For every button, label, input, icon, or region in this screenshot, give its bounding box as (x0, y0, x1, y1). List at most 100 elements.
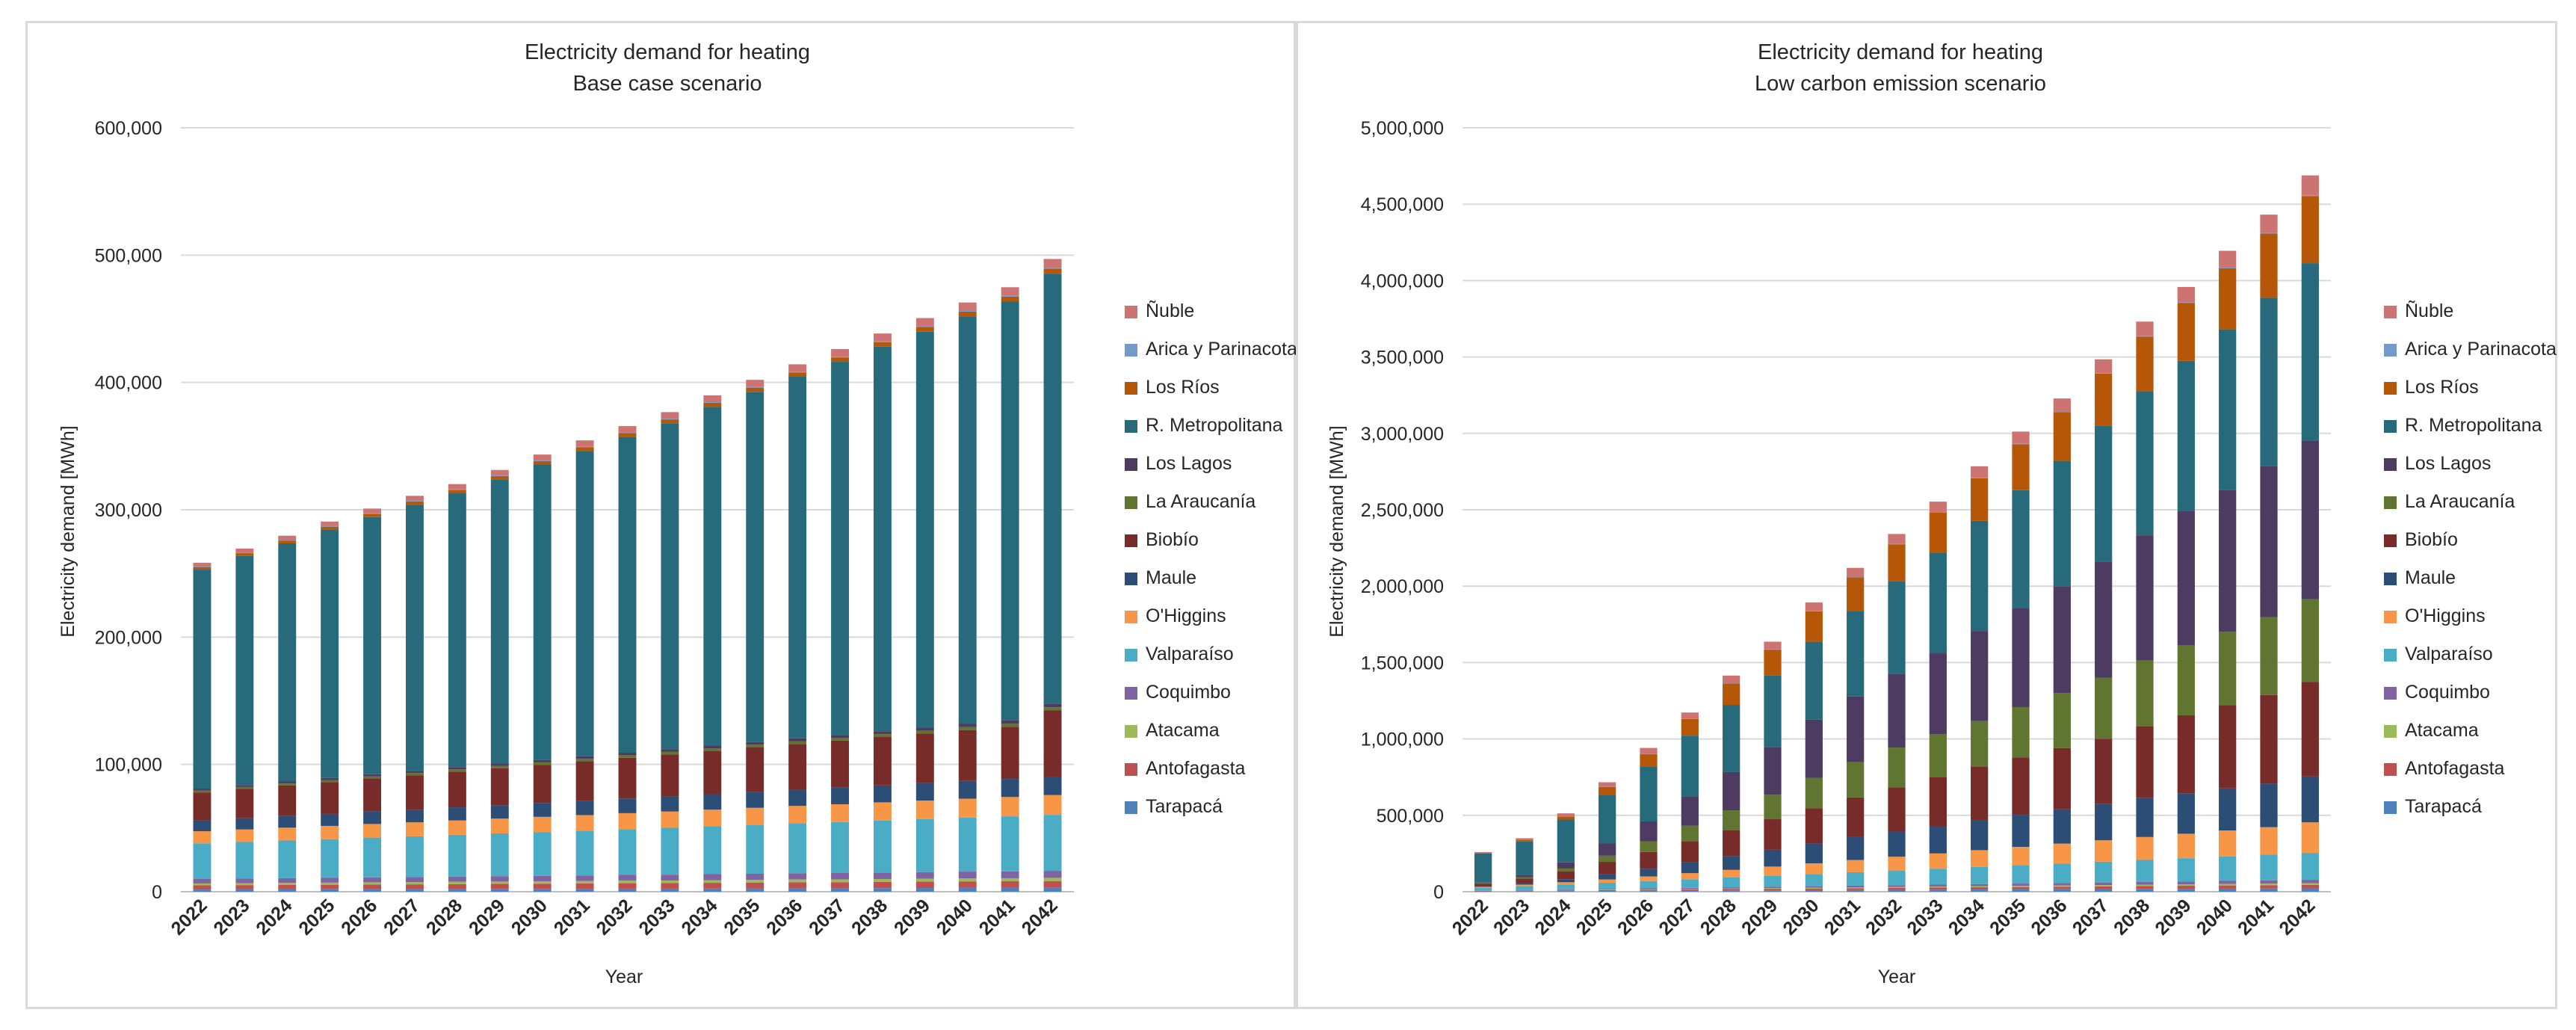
bar-segment (363, 514, 382, 517)
bar-segment (2053, 809, 2071, 844)
bar-segment (618, 888, 637, 892)
bar-segment (193, 789, 211, 791)
x-axis-title: Year (1878, 966, 1916, 987)
bar-segment (2095, 889, 2113, 892)
bar-segment (661, 888, 679, 892)
bar-segment (235, 552, 254, 554)
bar-segment (2260, 854, 2278, 881)
bar-segment (1764, 889, 1782, 891)
legend-swatch (1125, 344, 1137, 357)
bar-segment (490, 883, 509, 889)
bar-segment (321, 878, 339, 883)
bar-segment (2219, 883, 2237, 886)
bar-segment (1764, 888, 1782, 889)
bar-segment (1043, 268, 1062, 274)
chart-low-carbon: Electricity demand for heating Low carbo… (1326, 40, 2557, 987)
bar-segment (1557, 891, 1575, 892)
bar-segment (2219, 885, 2237, 889)
bar-segment (1929, 502, 1947, 513)
bar-segment (1764, 747, 1782, 795)
bar-segment (1681, 879, 1699, 888)
bar-segment (2301, 776, 2319, 823)
x-tick-label: 2034 (677, 895, 721, 939)
y-axis-title: Electricity demand [MWh] (1326, 425, 1347, 637)
bar-segment (363, 889, 382, 892)
bar-segment (958, 887, 977, 892)
legend-swatch (2384, 763, 2397, 776)
bar-segment (915, 326, 934, 327)
bar-segment (2260, 880, 2278, 884)
bar-segment (1681, 873, 1699, 880)
bar-segment (618, 432, 637, 434)
bar-segment (278, 783, 297, 786)
bar-segment (406, 882, 424, 885)
bar-segment (1681, 712, 1699, 719)
bar-segment (533, 883, 552, 889)
x-tick-label: 2041 (2234, 895, 2278, 939)
bar-segment (746, 807, 765, 825)
bar-segment (746, 792, 765, 808)
bar-segment (661, 423, 679, 750)
bar-segment (2301, 822, 2319, 854)
chart-title: Electricity demand for heating (1758, 40, 2043, 64)
bar-segment (958, 878, 977, 882)
bar-segment (2219, 888, 2237, 892)
bar-segment (2177, 644, 2195, 716)
bar-segment (1681, 862, 1699, 874)
bar-segment (958, 311, 977, 317)
bar-segment (661, 749, 679, 752)
x-tick-label: 2026 (337, 895, 381, 939)
bar-segment (321, 521, 339, 526)
bar-segment (703, 880, 722, 883)
legend-label: Los Lagos (1146, 453, 1232, 474)
bar-segment (1929, 889, 1947, 892)
bar-segment (788, 372, 807, 377)
bar-segment (1557, 890, 1575, 892)
bar-segment (1599, 786, 1616, 795)
bar-segment (490, 763, 509, 766)
y-tick-label: 4,000,000 (1361, 271, 1444, 292)
bar-segment (1474, 890, 1492, 892)
bar-segment (490, 768, 509, 806)
bar-segment (2301, 195, 2319, 197)
bar-segment (1888, 885, 1906, 887)
bar-segment (2012, 757, 2030, 815)
bar-segment (448, 889, 466, 892)
bar-segment (703, 888, 722, 892)
bar-segment (321, 782, 339, 814)
bar-segment (278, 781, 297, 784)
bar-segment (1847, 567, 1865, 577)
bar-segment (2177, 881, 2195, 885)
y-tick-label: 0 (152, 882, 162, 903)
legend-swatch (1125, 763, 1137, 776)
bar-segment (1847, 797, 1865, 837)
bar-segment (703, 874, 722, 881)
bar-segment (448, 493, 466, 768)
bar-segment (618, 757, 637, 799)
bar-segment (958, 881, 977, 888)
bar-segment (1557, 882, 1575, 885)
bar-segment (2053, 883, 2071, 886)
legend-label: La Araucanía (2405, 491, 2515, 512)
bar-segment (1043, 259, 1062, 268)
bar-segment (1599, 883, 1616, 889)
bar-segment (235, 883, 254, 886)
bar-segment (193, 885, 211, 890)
bar-segment (490, 479, 509, 764)
bar-segment (2260, 466, 2278, 617)
x-tick-label: 2033 (1903, 895, 1947, 939)
bar-segment (1640, 821, 1658, 842)
x-tick-label: 2029 (465, 895, 509, 939)
bar-segment (788, 789, 807, 807)
bar-segment (575, 875, 594, 881)
bar-segment (2012, 847, 2030, 866)
bar-segment (1971, 721, 1989, 768)
bar-segment (2053, 843, 2071, 864)
bar-segment (490, 476, 509, 480)
bar-segment (1043, 881, 1062, 888)
bar-segment (235, 829, 254, 842)
bar-segment (448, 771, 466, 808)
bar-segment (533, 464, 552, 760)
chart-panel-low-carbon: Electricity demand for heating Low carbo… (1296, 21, 2557, 1009)
bar-segment (1516, 875, 1533, 878)
